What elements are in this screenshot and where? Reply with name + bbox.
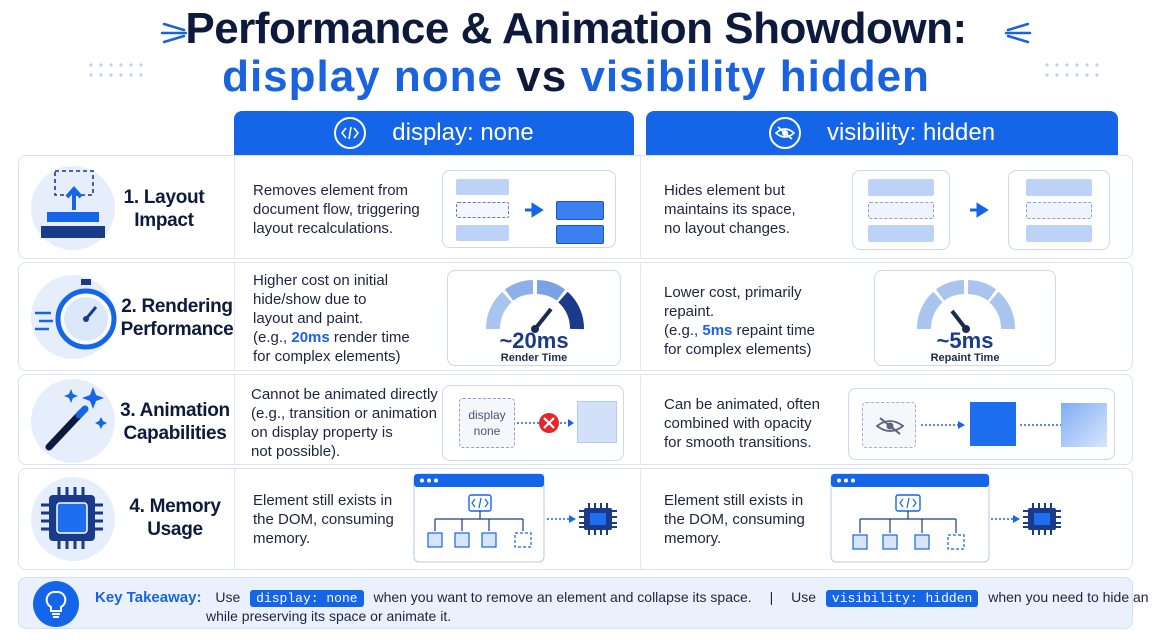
layout-diagram-display-none	[442, 170, 616, 248]
desc-line: Lower cost, primarily	[664, 284, 802, 301]
eye-slash-icon	[876, 417, 904, 435]
animation-diagram-visibility-hidden	[848, 388, 1115, 460]
faded-box	[1061, 403, 1107, 447]
memory-chip-icon	[991, 503, 1061, 535]
page-subtitle: display none vs visibility hidden	[0, 52, 1152, 102]
row-label-line1: 3. Animation	[120, 400, 230, 421]
code-display-none: display: none	[250, 590, 364, 607]
column-header-display-none: display: none	[234, 111, 634, 155]
stopwatch-icon	[35, 279, 117, 350]
takeaway-label: Key Takeaway:	[95, 589, 202, 606]
column-title-visibility-hidden: visibility: hidden	[826, 119, 996, 146]
row-layout-impact: 1. Layout Impact Removes element from do…	[18, 155, 1133, 259]
desc-line: layout recalculations.	[253, 220, 394, 237]
desc-line: combined with opacity	[664, 415, 812, 432]
layout-diagram-visibility-before	[852, 170, 950, 250]
desc-line: for smooth transitions.	[664, 434, 812, 451]
row-memory-usage: 4. Memory Usage Element still exists in …	[18, 468, 1133, 570]
repaint-time-gauge-caption: Repaint Time	[930, 352, 1000, 364]
desc-line: document flow, triggering	[253, 201, 420, 218]
dom-tree-window-icon	[413, 473, 545, 563]
page-title: Performance & Animation Showdown:	[185, 4, 967, 53]
desc-line: maintains its space,	[664, 201, 796, 218]
desc-line: on display property is	[251, 424, 393, 441]
row-label-line1: 2. Rendering	[121, 296, 233, 317]
row-rendering-performance: 2. Rendering Performance Higher cost on …	[18, 262, 1133, 371]
desc-line: Can be animated, often	[664, 396, 820, 413]
lightbulb-icon	[33, 581, 79, 627]
desc-line: Hides element but	[664, 182, 785, 199]
takeaway-line1: Key Takeaway: Use display: none when you…	[95, 589, 1152, 607]
decor-dots-right-icon	[1045, 63, 1099, 77]
code-icon	[334, 117, 367, 149]
desc-line: repaint.	[664, 303, 715, 320]
desc-line: (e.g., 5ms repaint time	[664, 322, 815, 339]
repaint-time-gauge-value: ~5ms	[936, 328, 994, 353]
dom-tree-window-icon	[830, 473, 990, 563]
desc-line: hide/show due to	[253, 291, 367, 308]
gauge-icon	[486, 280, 584, 333]
arrow-right-icon	[970, 202, 989, 218]
magic-wand-icon	[45, 387, 107, 451]
decor-lines-right-icon	[1004, 22, 1032, 44]
desc-line: Higher cost on initial	[253, 272, 389, 289]
desc-line: Element still exists in	[664, 492, 804, 509]
code-visibility-hidden: visibility: hidden	[825, 590, 979, 607]
render-time-gauge-value: ~20ms	[499, 328, 569, 353]
desc-line: for complex elements)	[664, 341, 812, 358]
desc-line: memory.	[664, 530, 722, 547]
desc-line: Element still exists in	[253, 492, 393, 509]
desc-line: (e.g., 20ms render time	[253, 329, 410, 346]
desc-line: (e.g., transition or animation	[251, 405, 437, 422]
row-label-line2: Usage	[147, 519, 203, 540]
display-none-box: display none	[459, 398, 515, 448]
blocked-x-icon	[517, 413, 574, 433]
animation-diagram-display-none: display none	[442, 385, 624, 461]
gauge-icon	[917, 280, 1015, 333]
render-time-gauge: ~20ms Render Time	[447, 270, 621, 366]
layers-icon	[41, 170, 105, 238]
row-label-line1: 1. Layout	[123, 187, 205, 208]
hidden-box	[862, 402, 916, 448]
desc-line: for complex elements)	[253, 348, 401, 365]
takeaway-line2: while preserving its space or animate it…	[206, 608, 452, 624]
row-label-line2: Impact	[134, 210, 194, 231]
desc-line: memory.	[253, 530, 311, 547]
row-label-line2: Performance	[120, 319, 234, 340]
decor-dots-left-icon	[89, 63, 143, 77]
eye-slash-icon	[768, 117, 801, 149]
decor-lines-left-icon	[160, 22, 188, 44]
desc-line: Cannot be animated directly	[251, 386, 438, 403]
key-takeaway-banner: Key Takeaway: Use display: none when you…	[18, 577, 1152, 629]
desc-line: no layout changes.	[664, 220, 790, 237]
row-label-line1: 4. Memory	[129, 496, 221, 517]
desc-line: layout and paint.	[253, 310, 364, 327]
render-time-gauge-caption: Render Time	[500, 352, 568, 364]
repaint-time-value: 5ms	[702, 322, 733, 339]
visible-box	[970, 402, 1016, 446]
subtitle-display-none: display none	[222, 52, 504, 101]
arrow-right-icon	[525, 202, 544, 218]
subtitle-visibility-hidden: visibility hidden	[580, 52, 930, 101]
render-time-value: 20ms	[291, 329, 330, 346]
desc-line: the DOM, consuming	[664, 511, 805, 528]
arrow-right-icon	[921, 421, 965, 429]
desc-line: the DOM, consuming	[253, 511, 394, 528]
repaint-time-gauge: ~5ms Repaint Time	[874, 270, 1056, 366]
row-animation-capabilities: 3. Animation Capabilities Cannot be anim…	[18, 374, 1133, 465]
target-box	[577, 401, 617, 443]
column-title-display-none: display: none	[392, 119, 534, 146]
column-header-visibility-hidden: visibility: hidden	[646, 111, 1118, 155]
row-label-line2: Capabilities	[123, 423, 227, 444]
layout-diagram-visibility-after	[1008, 170, 1110, 250]
desc-line: Removes element from	[253, 182, 409, 199]
chip-icon	[41, 487, 103, 549]
desc-line: not possible).	[251, 443, 341, 460]
separator: |	[769, 589, 774, 605]
memory-chip-icon	[547, 503, 617, 535]
subtitle-vs: vs	[516, 52, 568, 101]
